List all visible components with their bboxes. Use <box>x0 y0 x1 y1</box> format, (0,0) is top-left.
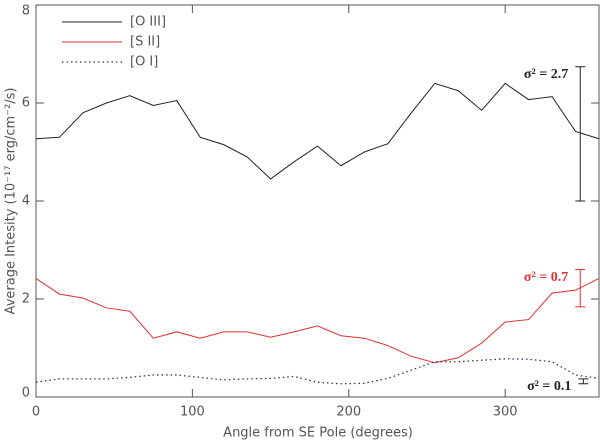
legend-label: [O I] <box>130 55 158 70</box>
x-axis-label: Angle from SE Pole (degrees) <box>223 426 413 441</box>
y-axis-label: Average Intesity (10⁻¹⁷ erg/cm⁻²/s) <box>4 88 19 315</box>
legend-label: [S II] <box>130 35 160 50</box>
x-tick-label: 300 <box>493 405 518 420</box>
series-line <box>35 277 600 364</box>
y-tick-label: 6 <box>22 96 30 111</box>
x-tick-label: 0 <box>32 405 40 420</box>
error-label: σ² = 2.7 <box>524 67 568 82</box>
y-tick-label: 8 <box>22 4 30 19</box>
error-label: σ² = 0.7 <box>524 270 568 285</box>
y-tick-label: 2 <box>22 292 30 307</box>
x-tick-label: 200 <box>336 405 361 420</box>
legend-label: [O III] <box>130 15 166 30</box>
series-line <box>35 82 600 180</box>
series-line <box>35 358 600 385</box>
x-tick-label: 100 <box>180 405 205 420</box>
error-label: σ² = 0.1 <box>527 379 571 394</box>
y-tick-label: 0 <box>22 386 30 401</box>
y-tick-label: 4 <box>22 194 30 209</box>
plot-frame <box>35 4 600 398</box>
